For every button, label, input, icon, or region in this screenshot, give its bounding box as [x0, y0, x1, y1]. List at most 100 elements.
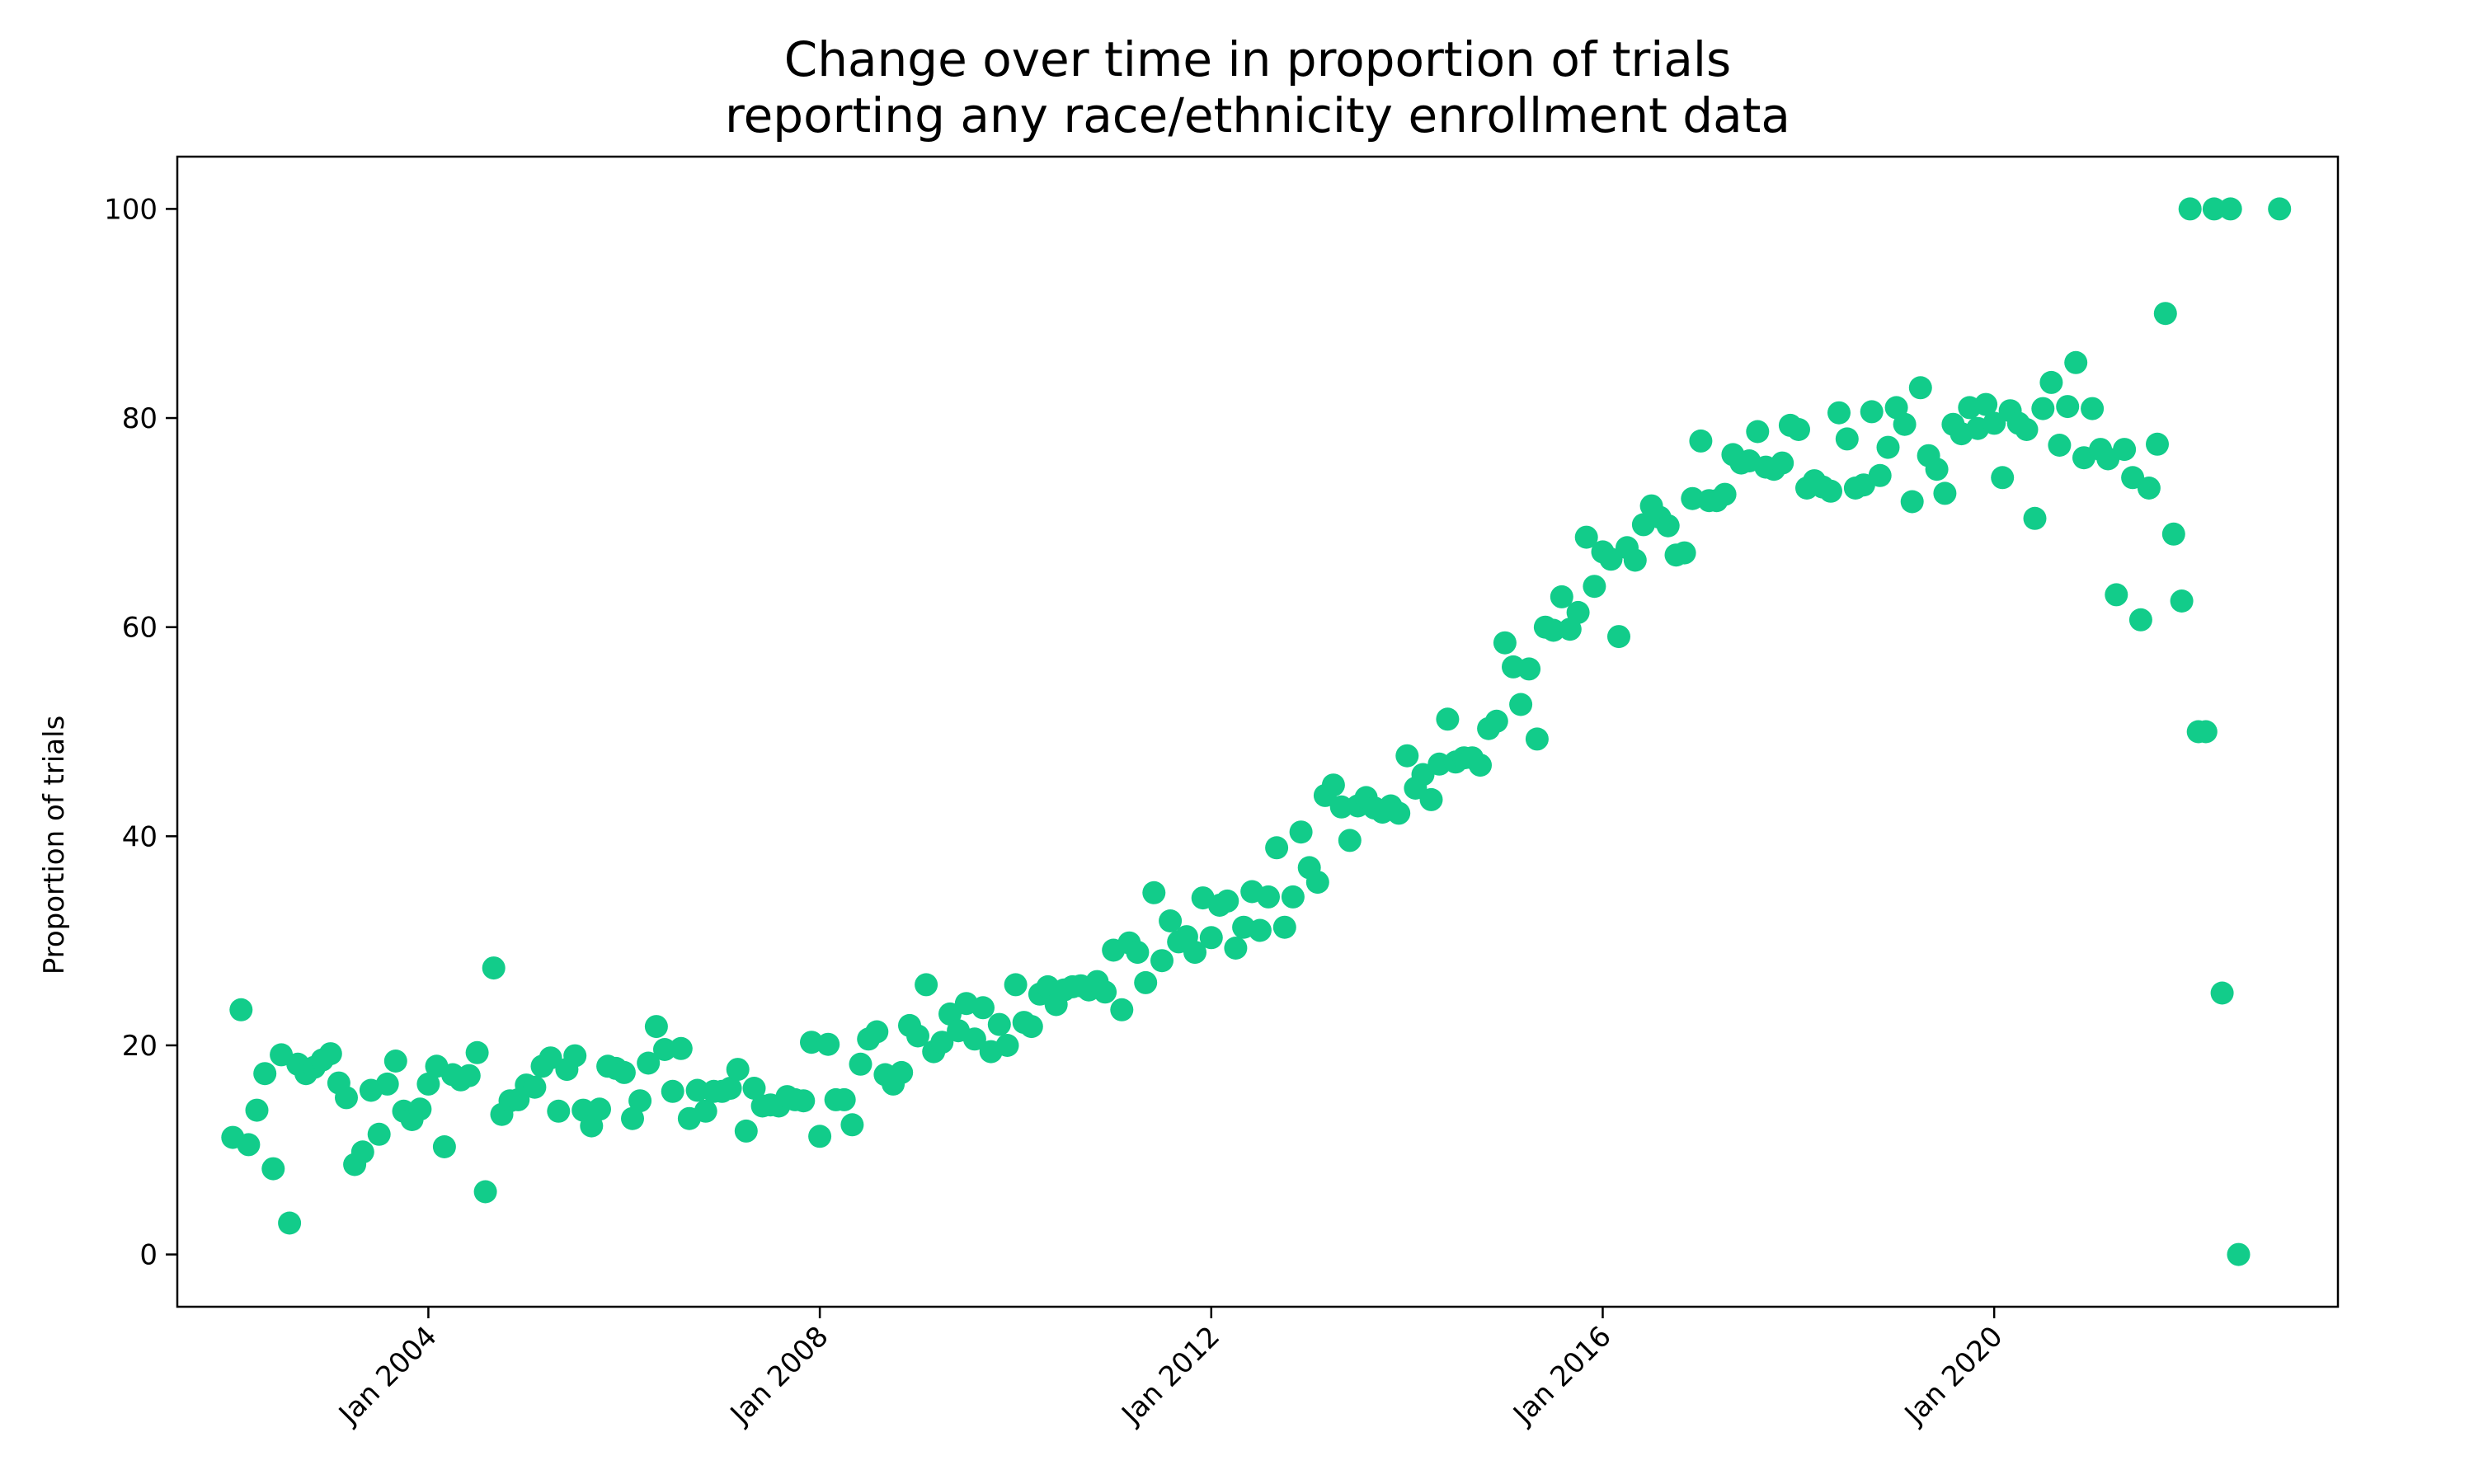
y-tick-label: 40	[122, 820, 158, 853]
data-point	[1216, 889, 1239, 913]
data-point	[906, 1024, 929, 1048]
data-point	[1321, 773, 1345, 797]
data-point	[253, 1062, 277, 1086]
data-point	[1900, 490, 1924, 514]
x-tick-label: Jan 2008	[723, 1320, 835, 1432]
data-point	[637, 1051, 661, 1075]
data-point	[1827, 401, 1851, 425]
data-point	[350, 1140, 374, 1164]
data-point	[1876, 435, 1900, 459]
data-point	[1525, 727, 1549, 751]
data-point	[523, 1075, 547, 1099]
data-point	[1272, 915, 1296, 939]
data-point	[1574, 525, 1598, 549]
data-point	[995, 1034, 1019, 1057]
data-points	[221, 197, 2292, 1266]
data-point	[539, 1046, 562, 1070]
y-axis-label: Proportion of trials	[38, 716, 71, 975]
data-point	[718, 1077, 742, 1100]
data-point	[2178, 197, 2202, 221]
data-point	[1094, 980, 1117, 1004]
data-point	[1893, 412, 1917, 436]
data-point	[1583, 575, 1606, 599]
data-point	[1387, 801, 1411, 825]
data-point	[2056, 395, 2080, 419]
data-point	[416, 1072, 440, 1096]
data-point	[1607, 625, 1630, 649]
data-point	[261, 1157, 285, 1181]
data-point	[1004, 973, 1028, 997]
chart-title-line-1: Change over time in proportion of trials	[784, 31, 1732, 87]
data-point	[1338, 829, 1362, 852]
data-point	[335, 1086, 358, 1110]
data-point	[1974, 392, 1998, 416]
data-point	[1248, 918, 1272, 942]
y-tick-label: 20	[122, 1030, 158, 1063]
data-point	[2146, 432, 2169, 456]
data-point	[1599, 547, 1623, 571]
data-point	[457, 1064, 481, 1087]
data-point	[563, 1044, 587, 1068]
data-point	[432, 1135, 456, 1158]
data-point	[2202, 197, 2226, 221]
data-point	[2268, 197, 2292, 221]
data-point	[465, 1040, 489, 1064]
data-point	[694, 1099, 717, 1123]
data-point	[473, 1180, 497, 1204]
data-point	[890, 1060, 914, 1084]
data-point	[588, 1097, 611, 1121]
data-point	[653, 1038, 676, 1061]
data-point	[1419, 787, 1443, 811]
y-tick-label: 100	[104, 193, 158, 226]
data-point	[1746, 420, 1770, 444]
data-point	[1019, 1015, 1043, 1039]
data-point	[1159, 909, 1183, 932]
data-point	[792, 1089, 816, 1113]
data-point	[1771, 451, 1794, 475]
data-point	[742, 1077, 766, 1100]
data-point	[237, 1133, 261, 1157]
data-point	[2210, 981, 2234, 1005]
data-point	[840, 1113, 864, 1137]
data-point	[2081, 397, 2105, 420]
x-tick-label: Jan 2020	[1898, 1320, 2010, 1432]
data-point	[2137, 477, 2161, 500]
data-point	[661, 1079, 684, 1103]
data-point	[1860, 400, 1884, 424]
data-point	[1224, 937, 1248, 960]
data-point	[1982, 411, 2006, 435]
data-point	[1835, 427, 1859, 451]
axis-ticks: 0 20 40 60 80 100 Jan 2004 Jan 2008 Jan 2012 Jan …	[104, 193, 2009, 1431]
data-point	[1469, 754, 1492, 777]
data-point	[1289, 820, 1313, 844]
data-point	[2015, 418, 2039, 441]
x-tick-label: Jan 2012	[1115, 1320, 1227, 1432]
data-point	[1305, 871, 1329, 895]
data-point	[318, 1042, 342, 1066]
data-point	[628, 1089, 652, 1113]
data-point	[1329, 795, 1353, 819]
data-point	[2153, 302, 2177, 326]
data-point	[1126, 941, 1150, 965]
data-point	[2194, 720, 2218, 744]
data-point	[816, 1032, 840, 1056]
data-point	[1672, 541, 1696, 565]
data-point	[2128, 608, 2152, 632]
data-point	[2048, 434, 2072, 457]
data-point	[734, 1119, 758, 1143]
y-tick-label: 0	[139, 1239, 158, 1272]
data-point	[962, 1027, 986, 1051]
data-point	[278, 1211, 302, 1235]
data-point	[1265, 836, 1289, 860]
data-point	[408, 1097, 432, 1121]
data-point	[1541, 618, 1565, 642]
data-point	[2023, 506, 2047, 530]
data-point	[1925, 458, 1949, 481]
data-point	[915, 973, 938, 997]
data-point	[1868, 463, 1892, 487]
data-point	[2113, 438, 2137, 462]
y-tick-label: 80	[122, 402, 158, 435]
data-point	[2161, 522, 2185, 546]
data-point	[229, 998, 253, 1021]
data-point	[808, 1125, 832, 1148]
